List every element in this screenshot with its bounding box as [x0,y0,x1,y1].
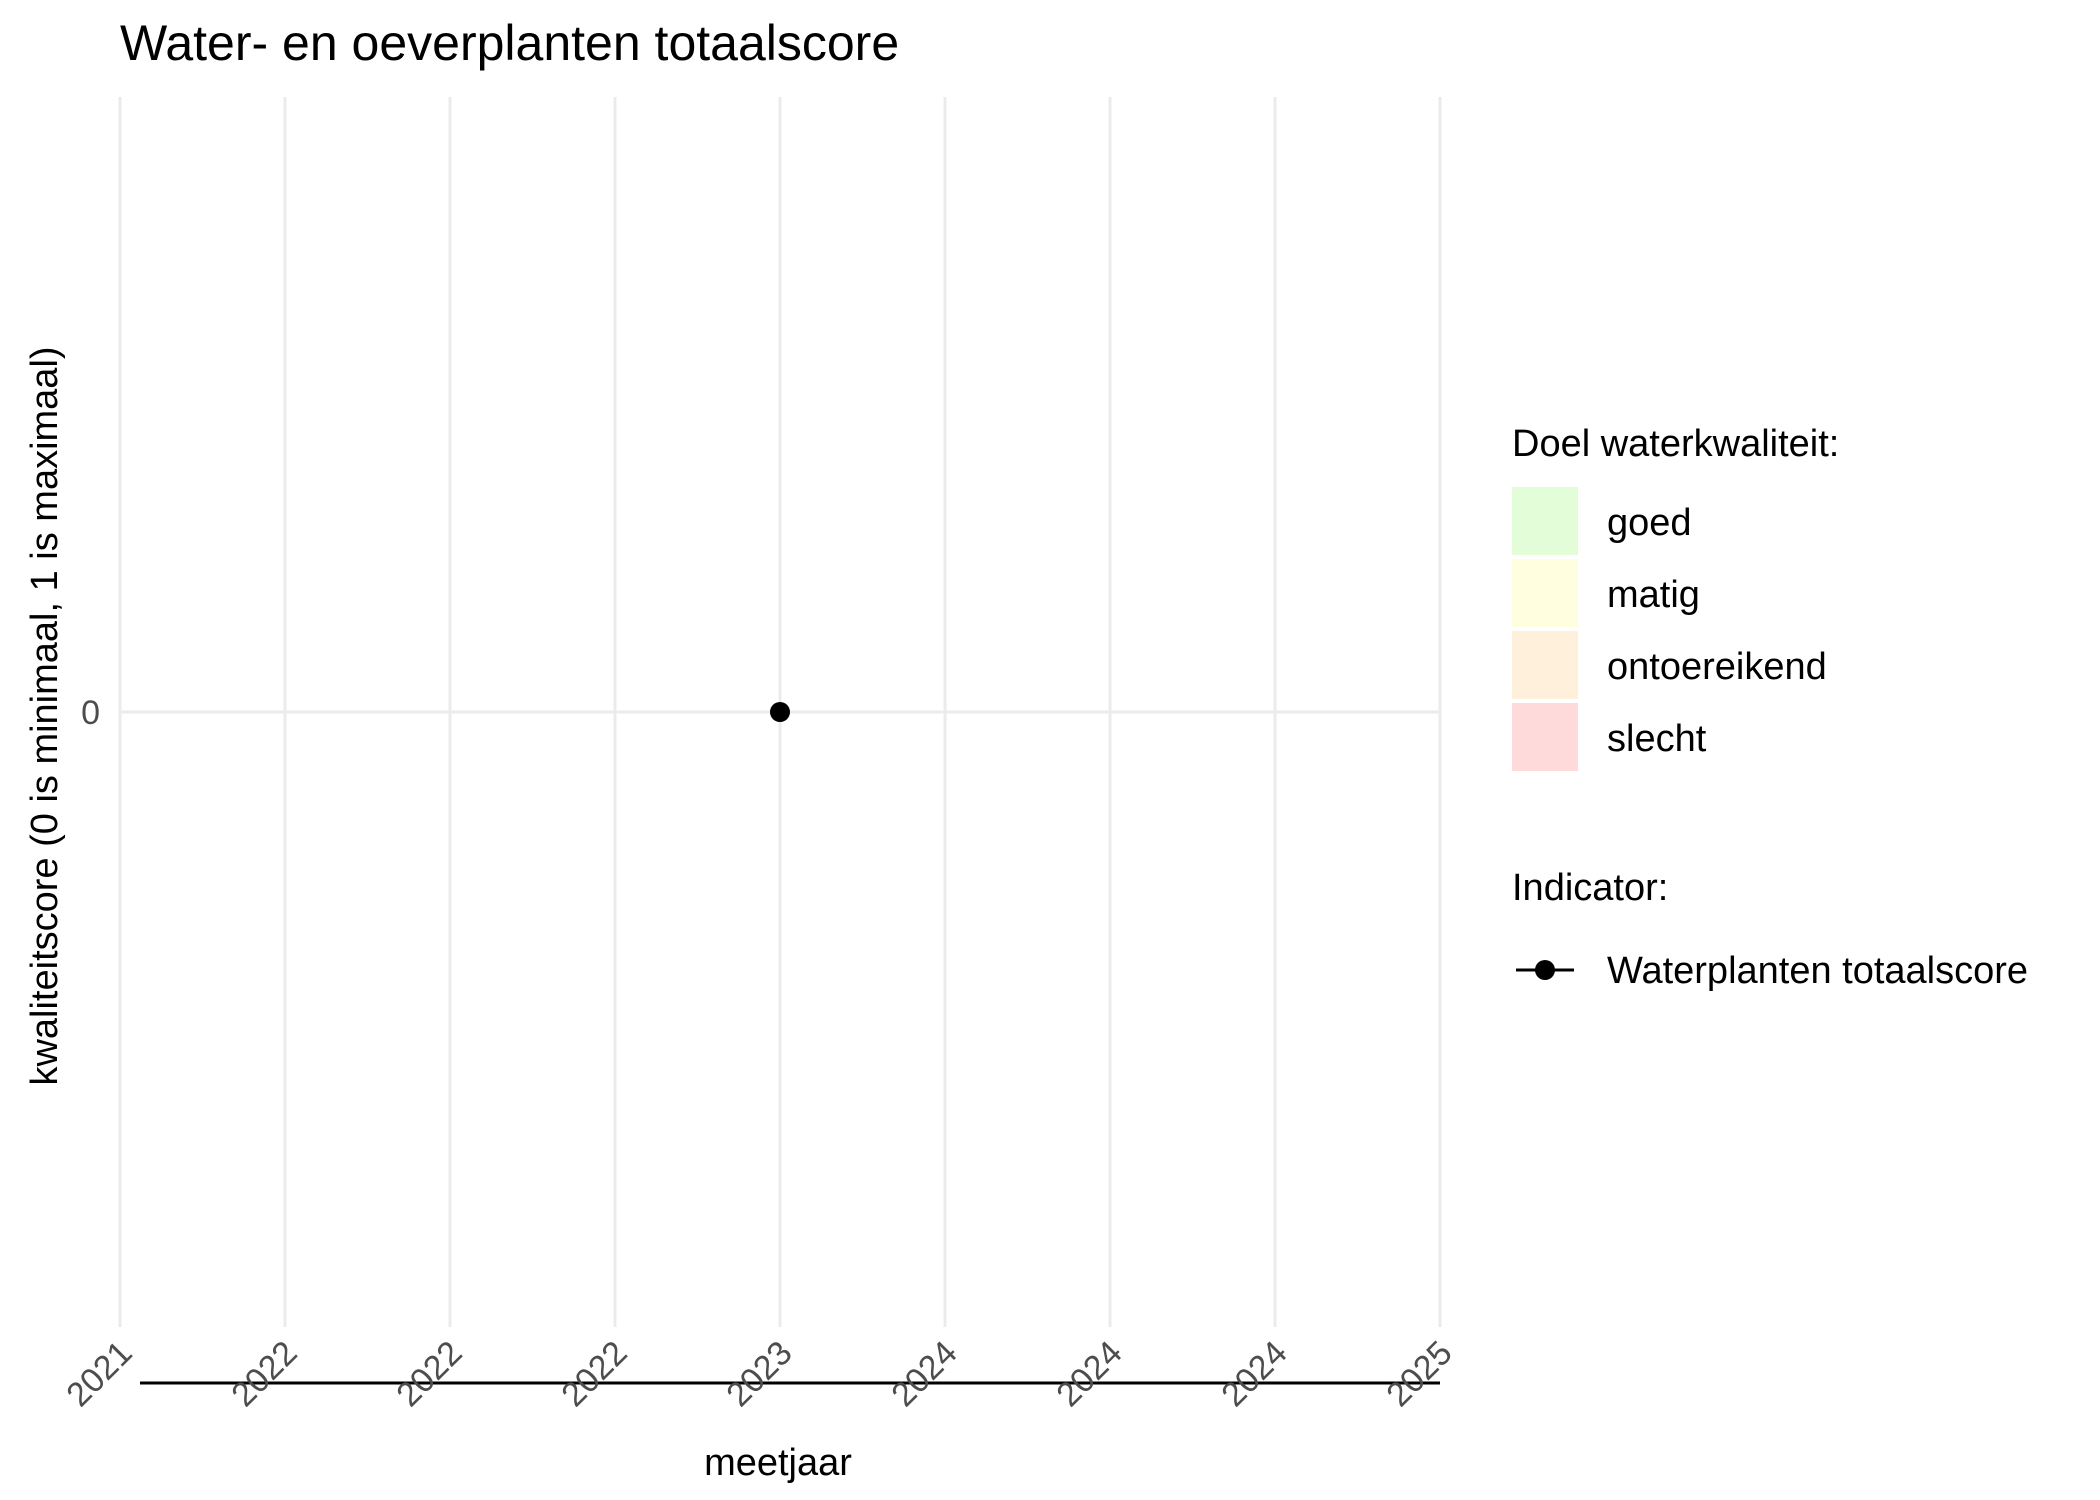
data-point [770,702,790,722]
x-tick-label: 2022 [554,1334,634,1414]
y-tick-labels: 0 [81,694,100,732]
x-tick-label: 2023 [719,1334,799,1414]
x-tick-label: 2021 [59,1334,139,1414]
data-points [770,702,790,722]
legend-fill-title: Doel waterkwaliteit: [1512,423,1839,465]
legend-indicator-point [1535,960,1555,980]
x-tick-label: 2024 [884,1334,964,1414]
y-tick-label: 0 [81,694,100,732]
legend-label-matig: matig [1607,574,1700,616]
legend-indicator: Indicator: Waterplanten totaalscore [1512,867,2028,992]
legend-swatch-goed [1512,487,1578,555]
legend-indicator-title: Indicator: [1512,867,1668,909]
x-axis-title: meetjaar [704,1442,852,1484]
chart-title: Water- en oeverplanten totaalscore [120,15,899,71]
x-tick-label: 2022 [389,1334,469,1414]
legend-indicator-label: Waterplanten totaalscore [1607,950,2028,992]
legend-label-goed: goed [1607,502,1692,544]
legend-doel-waterkwaliteit: Doel waterkwaliteit: goed matig ontoereike… [1512,423,1839,771]
x-tick-labels: 2021 2022 2022 2022 2023 2024 2024 2024 2025 [59,1334,1459,1414]
x-tick-label: 2022 [224,1334,304,1414]
legend-label-ontoereikend: ontoereikend [1607,646,1827,688]
x-tick-label: 2025 [1379,1334,1459,1414]
legend-swatch-ontoereikend [1512,631,1578,699]
legend-swatch-matig [1512,559,1578,627]
legend-label-slecht: slecht [1607,718,1707,760]
y-axis-title: kwaliteitscore (0 is minimaal, 1 is maxi… [24,346,66,1085]
legend-swatch-slecht [1512,703,1578,771]
x-tick-label: 2024 [1049,1334,1129,1414]
x-tick-label: 2024 [1214,1334,1294,1414]
